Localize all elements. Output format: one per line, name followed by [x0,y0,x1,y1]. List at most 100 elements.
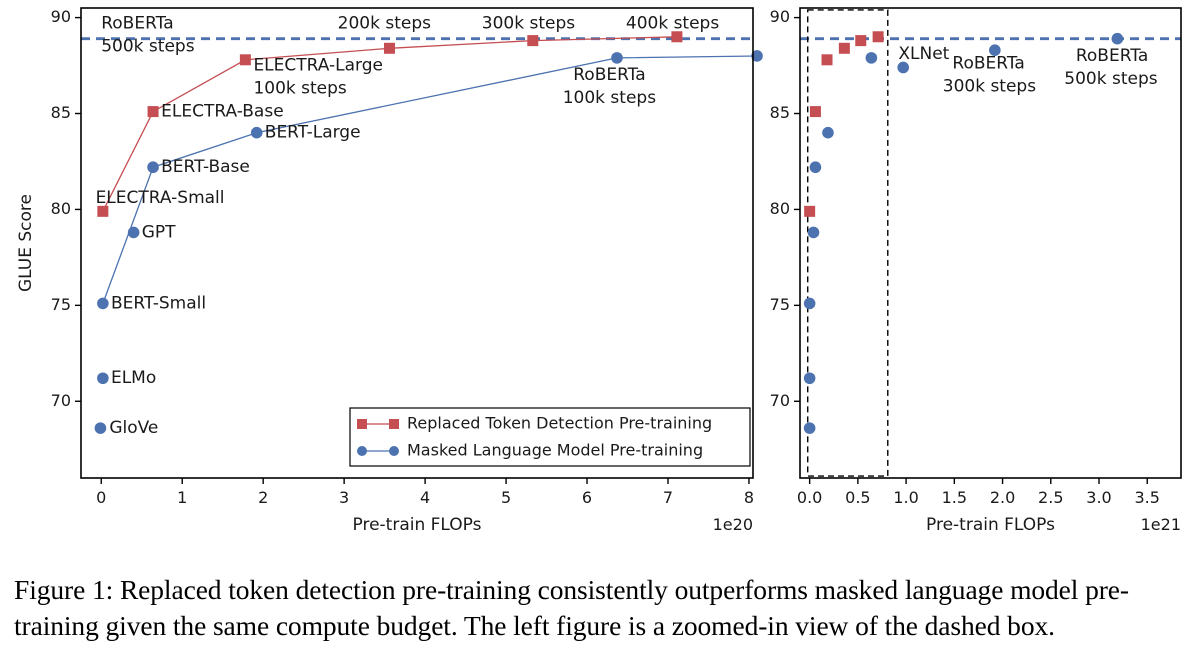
right-xtick-label-0: 0.0 [797,488,822,507]
right-annotation-1: RoBERTa [952,54,1024,74]
left-annotation-4: 400k steps [626,13,719,33]
left-ytick-label-1: 75 [51,295,71,314]
left-series-0-point-4 [527,35,539,47]
left-series-1-point-2 [250,126,263,139]
left-x-axis-label: Pre-train FLOPs [353,515,482,535]
left-annotation-6: 100k steps [253,79,346,99]
left-annotation-3: 300k steps [482,13,575,33]
right-series-0-point-1 [809,106,821,118]
left-series-1-line [102,55,758,304]
right-series-1-point-8 [803,372,816,385]
left-annotation-14: BERT-Small [111,293,206,313]
right-ytick-label-2: 80 [770,199,790,218]
right-ytick-label-4: 90 [770,7,790,26]
left-annotation-12: ELECTRA-Small [96,188,225,208]
left-series-1-point-1 [147,161,159,174]
right-series-1-point-7 [807,226,820,239]
left-legend-marker-0a [357,419,367,429]
left-extra-point-2 [94,422,107,434]
right-xtick-label-6: 3.0 [1086,488,1111,507]
left-legend-box [349,407,751,467]
right-series-1-point-0 [803,297,816,310]
left-series-1-point-3 [611,52,623,64]
right-series-0-point-4 [855,35,867,47]
right-ytick-label-0: 70 [770,391,790,410]
right-series-1-point-5 [989,44,1001,57]
right-series-1-point-6 [1111,32,1124,45]
right-xtick-label-1: 0.5 [845,488,870,507]
right-axes-frame [799,7,1182,479]
left-annotation-10: BERT-Large [265,123,361,143]
left-annotation-0: RoBERTa [101,13,173,33]
right-annotation-2: 300k steps [943,77,1036,97]
left-legend: Replaced Token Detection Pre-training Mas… [349,407,751,467]
left-ytick-label-4: 90 [51,7,71,26]
left-axes-frame [80,7,754,479]
left-annotation-9: ELECTRA-Base [161,102,284,122]
left-ytick-label-0: 70 [51,391,71,410]
left-series-0-point-0 [97,205,109,217]
left-annotation-1: 500k steps [101,36,194,56]
left-series-0-point-5 [671,31,683,43]
left-annotation-2: 200k steps [338,13,431,33]
right-annotation-4: 500k steps [1064,69,1157,89]
left-legend-marker-1b [389,446,399,456]
left-xtick-label-5: 5 [501,488,511,507]
right-series-0-point-2 [821,54,833,66]
right-xtick-label-4: 2.0 [990,488,1015,507]
left-series-1-point-4 [751,50,763,62]
right-zoom-box [807,9,889,477]
left-annotation-8: 100k steps [563,88,656,108]
right-x-axis-label: Pre-train FLOPs [926,515,1055,535]
left-xtick-label-1: 1 [177,488,187,507]
left-xtick-label-6: 6 [582,488,592,507]
left-annotation-7: RoBERTa [573,65,645,85]
right-series-0-point-5 [872,31,884,43]
left-extra-point-0 [127,226,140,239]
left-ytick-label-3: 85 [51,103,71,122]
figure-caption: Figure 1: Replaced token detection pre-t… [14,574,1129,641]
left-series-0-point-2 [239,54,251,66]
left-ytick-label-2: 80 [51,199,71,218]
left-legend-label-0: Replaced Token Detection Pre-training [407,414,712,433]
right-series-1-point-1 [809,161,822,174]
left-y-axis-label: GLUE Score [16,194,36,292]
right-series-1-point-9 [803,422,816,434]
left-xtick-label-4: 4 [420,488,430,507]
left-xtick-label-7: 7 [663,488,673,507]
right-x-scale-label: 1e21 [1141,515,1181,534]
left-xtick-label-3: 3 [339,488,349,507]
right-series-0-point-3 [838,42,850,54]
right-annotation-0: XLNet [898,44,949,64]
left-xtick-label-2: 2 [258,488,268,507]
left-x-scale-label: 1e20 [713,515,753,534]
right-xtick-label-2: 1.0 [893,488,918,507]
left-annotation-16: GloVe [109,418,158,438]
right-xtick-label-7: 3.5 [1135,488,1160,507]
left-xtick-label-0: 0 [96,488,106,507]
right-series-0-point-0 [804,205,816,217]
left-legend-label-1: Masked Language Model Pre-training [407,441,703,460]
right-ytick-label-1: 75 [770,295,790,314]
right-annotation-3: RoBERTa [1076,46,1148,66]
left-series-1-point-0 [97,297,109,310]
right-series-1-point-4 [897,61,910,74]
left-chart-panel: RoBERTa 500k steps 200k steps 300k steps 400… [16,7,763,535]
left-series-0-point-1 [147,106,159,118]
right-ytick-label-3: 85 [770,103,790,122]
left-legend-marker-0b [389,419,399,429]
left-annotation-13: GPT [142,222,176,242]
left-xtick-label-8: 8 [744,488,754,507]
right-series-1-point-2 [822,126,834,139]
left-series-0-line [102,36,677,212]
left-annotation-15: ELMo [111,368,156,388]
left-annotation-11: BERT-Base [161,157,250,177]
left-extra-point-1 [97,372,109,385]
left-series-0-point-3 [383,42,395,54]
left-legend-marker-1a [357,446,367,456]
right-xtick-label-5: 2.5 [1038,488,1063,507]
right-series-1-point-3 [865,52,878,64]
left-annotation-5: ELECTRA-Large [253,56,383,76]
